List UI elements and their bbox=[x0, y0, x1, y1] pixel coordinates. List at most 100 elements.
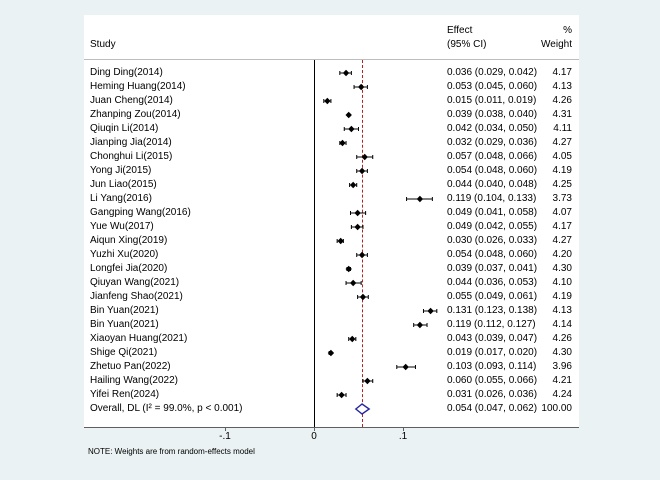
header-divider bbox=[84, 59, 579, 60]
study-name: Longfei Jia(2020) bbox=[90, 263, 168, 274]
effect-ci-value: 0.039 (0.038, 0.040) bbox=[447, 109, 538, 120]
study-row: Jianfeng Shao(2021) 0.055 (0.049, 0.061) 4… bbox=[84, 290, 579, 304]
study-name: Qiuyan Wang(2021) bbox=[90, 277, 180, 288]
effect-ci-value: 0.019 (0.017, 0.020) bbox=[447, 347, 538, 358]
column-header-effect-line2: (95% CI) bbox=[447, 39, 487, 50]
effect-ci-value: 0.039 (0.037, 0.041) bbox=[447, 263, 538, 274]
weight-value: 4.24 bbox=[552, 389, 572, 400]
weight-value: 4.27 bbox=[552, 137, 572, 148]
effect-ci-value: 0.054 (0.048, 0.060) bbox=[447, 165, 538, 176]
study-row: Ding Ding(2014) 0.036 (0.029, 0.042) 4.17 bbox=[84, 66, 579, 80]
study-row: Hailing Wang(2022) 0.060 (0.055, 0.066) 4.… bbox=[84, 374, 579, 388]
study-name: Heming Huang(2014) bbox=[90, 81, 186, 92]
study-row: Juan Cheng(2014) 0.015 (0.011, 0.019) 4.26 bbox=[84, 94, 579, 108]
weight-value: 4.19 bbox=[552, 291, 572, 302]
effect-ci-value: 0.054 (0.048, 0.060) bbox=[447, 249, 538, 260]
study-row: Yong Ji(2015) 0.054 (0.048, 0.060) 4.19 bbox=[84, 164, 579, 178]
study-name: Chonghui Li(2015) bbox=[90, 151, 173, 162]
study-row: Zhetuo Pan(2022) 0.103 (0.093, 0.114) 3.96 bbox=[84, 360, 579, 374]
overall-row: Overall, DL (I² = 99.0%, p < 0.001) 0.054… bbox=[84, 402, 579, 416]
study-rows: Ding Ding(2014) 0.036 (0.029, 0.042) 4.17 H… bbox=[84, 66, 579, 416]
column-header-effect-line1: Effect bbox=[447, 25, 473, 36]
study-name: Li Yang(2016) bbox=[90, 193, 152, 204]
weight-value: 3.73 bbox=[552, 193, 572, 204]
study-name: Bin Yuan(2021) bbox=[90, 305, 159, 316]
effect-ci-value: 0.053 (0.045, 0.060) bbox=[447, 81, 538, 92]
study-name: Jianfeng Shao(2021) bbox=[90, 291, 183, 302]
study-name: Yue Wu(2017) bbox=[90, 221, 154, 232]
weight-value: 4.07 bbox=[552, 207, 572, 218]
footnote: NOTE: Weights are from random-effects mo… bbox=[88, 447, 255, 456]
weight-value: 3.96 bbox=[552, 361, 572, 372]
study-name: Jun Liao(2015) bbox=[90, 179, 157, 190]
study-row: Chonghui Li(2015) 0.057 (0.048, 0.066) 4.0… bbox=[84, 150, 579, 164]
study-name: Overall, DL (I² = 99.0%, p < 0.001) bbox=[90, 403, 243, 414]
effect-ci-value: 0.044 (0.036, 0.053) bbox=[447, 277, 538, 288]
study-row: Shige Qi(2021) 0.019 (0.017, 0.020) 4.30 bbox=[84, 346, 579, 360]
x-axis-tick-label: -.1 bbox=[219, 431, 231, 442]
x-axis-tick bbox=[224, 427, 226, 431]
study-row: Jun Liao(2015) 0.044 (0.040, 0.048) 4.25 bbox=[84, 178, 579, 192]
effect-ci-value: 0.119 (0.112, 0.127) bbox=[447, 319, 536, 330]
weight-value: 4.14 bbox=[552, 319, 572, 330]
column-header-weight-line1: % bbox=[563, 25, 572, 36]
study-row: Yuzhi Xu(2020) 0.054 (0.048, 0.060) 4.20 bbox=[84, 248, 579, 262]
study-row: Jianping Jia(2014) 0.032 (0.029, 0.036) 4.… bbox=[84, 136, 579, 150]
study-name: Xiaoyan Huang(2021) bbox=[90, 333, 188, 344]
study-name: Yong Ji(2015) bbox=[90, 165, 152, 176]
weight-value: 4.30 bbox=[552, 347, 572, 358]
x-axis-tick-label: 0 bbox=[311, 431, 317, 442]
effect-ci-value: 0.031 (0.026, 0.036) bbox=[447, 389, 538, 400]
study-row: Aiqun Xing(2019) 0.030 (0.026, 0.033) 4.27 bbox=[84, 234, 579, 248]
study-row: Bin Yuan(2021) 0.131 (0.123, 0.138) 4.13 bbox=[84, 304, 579, 318]
weight-value: 4.19 bbox=[552, 165, 572, 176]
weight-value: 4.05 bbox=[552, 151, 572, 162]
effect-ci-value: 0.103 (0.093, 0.114) bbox=[447, 361, 537, 372]
x-axis-tick bbox=[402, 427, 404, 431]
effect-ci-value: 0.131 (0.123, 0.138) bbox=[447, 305, 538, 316]
plot-area: Study Effect (95% CI) % Weight Ding Ding… bbox=[84, 15, 579, 428]
study-row: Heming Huang(2014) 0.053 (0.045, 0.060) 4.… bbox=[84, 80, 579, 94]
study-name: Gangping Wang(2016) bbox=[90, 207, 191, 218]
study-name: Aiqun Xing(2019) bbox=[90, 235, 168, 246]
weight-value: 4.17 bbox=[552, 221, 572, 232]
study-name: Hailing Wang(2022) bbox=[90, 375, 179, 386]
column-header-effect: Effect (95% CI) bbox=[447, 24, 486, 52]
study-row: Yifei Ren(2024) 0.031 (0.026, 0.036) 4.24 bbox=[84, 388, 579, 402]
study-row: Qiuyan Wang(2021) 0.044 (0.036, 0.053) 4.1… bbox=[84, 276, 579, 290]
weight-value: 4.31 bbox=[552, 109, 572, 120]
effect-ci-value: 0.036 (0.029, 0.042) bbox=[447, 67, 538, 78]
effect-ci-value: 0.043 (0.039, 0.047) bbox=[447, 333, 538, 344]
effect-ci-value: 0.044 (0.040, 0.048) bbox=[447, 179, 538, 190]
effect-ci-value: 0.057 (0.048, 0.066) bbox=[447, 151, 538, 162]
weight-value: 4.21 bbox=[552, 375, 572, 386]
study-row: Longfei Jia(2020) 0.039 (0.037, 0.041) 4.3… bbox=[84, 262, 579, 276]
study-row: Xiaoyan Huang(2021) 0.043 (0.039, 0.047) 4… bbox=[84, 332, 579, 346]
study-name: Qiuqin Li(2014) bbox=[90, 123, 159, 134]
study-name: Zhetuo Pan(2022) bbox=[90, 361, 171, 372]
effect-ci-value: 0.055 (0.049, 0.061) bbox=[447, 291, 538, 302]
effect-ci-value: 0.030 (0.026, 0.033) bbox=[447, 235, 538, 246]
effect-ci-value: 0.015 (0.011, 0.019) bbox=[447, 95, 537, 106]
effect-ci-value: 0.049 (0.041, 0.058) bbox=[447, 207, 538, 218]
x-axis-tick-label: .1 bbox=[398, 431, 408, 442]
weight-value: 4.11 bbox=[553, 123, 572, 134]
weight-value: 100.00 bbox=[541, 403, 572, 414]
study-name: Shige Qi(2021) bbox=[90, 347, 158, 358]
weight-value: 4.17 bbox=[552, 67, 572, 78]
study-name: Jianping Jia(2014) bbox=[90, 137, 172, 148]
overall-effect-dashed-line bbox=[362, 60, 364, 427]
column-header-weight: % Weight bbox=[541, 24, 572, 52]
study-name: Juan Cheng(2014) bbox=[90, 95, 173, 106]
x-axis-tick bbox=[313, 427, 315, 431]
study-name: Yifei Ren(2024) bbox=[90, 389, 160, 400]
column-header-study: Study bbox=[90, 39, 116, 50]
effect-ci-value: 0.032 (0.029, 0.036) bbox=[447, 137, 538, 148]
weight-value: 4.26 bbox=[552, 95, 572, 106]
weight-value: 4.13 bbox=[552, 81, 572, 92]
effect-ci-value: 0.119 (0.104, 0.133) bbox=[447, 193, 537, 204]
study-row: Bin Yuan(2021) 0.119 (0.112, 0.127) 4.14 bbox=[84, 318, 579, 332]
study-name: Bin Yuan(2021) bbox=[90, 319, 159, 330]
weight-value: 4.20 bbox=[552, 249, 572, 260]
